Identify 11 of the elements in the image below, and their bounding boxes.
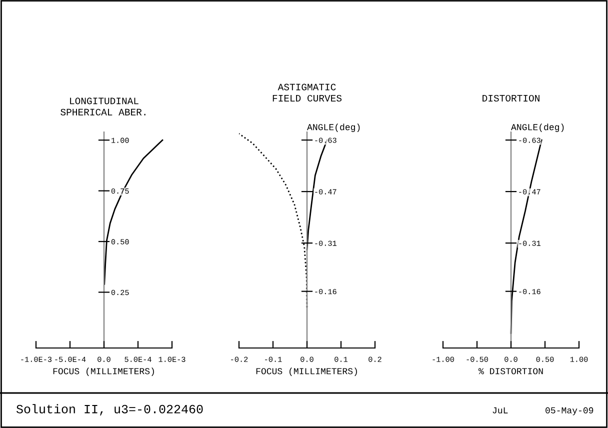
text: 05-May-09 — [546, 407, 594, 416]
x-axis-title: FOCUS (MILLIMETERS) — [53, 368, 154, 376]
x-axis-title: % DISTORTION — [478, 368, 543, 374]
y-axis-title: ANGLE(deg) — [307, 124, 360, 132]
chart-title: LONGITUDINAL SPHERICAL ABER. — [60, 98, 146, 116]
y-axis-title: ANGLE(deg) — [511, 124, 564, 132]
text: Solution II, u3=-0.022460 — [16, 404, 203, 416]
chart-title: DISTORTION — [482, 94, 540, 102]
text: JuL — [492, 407, 508, 414]
chart-title: ASTIGMATIC FIELD CURVES — [272, 84, 342, 102]
x-axis-title: FOCUS (MILLIMETERS) — [256, 368, 357, 376]
